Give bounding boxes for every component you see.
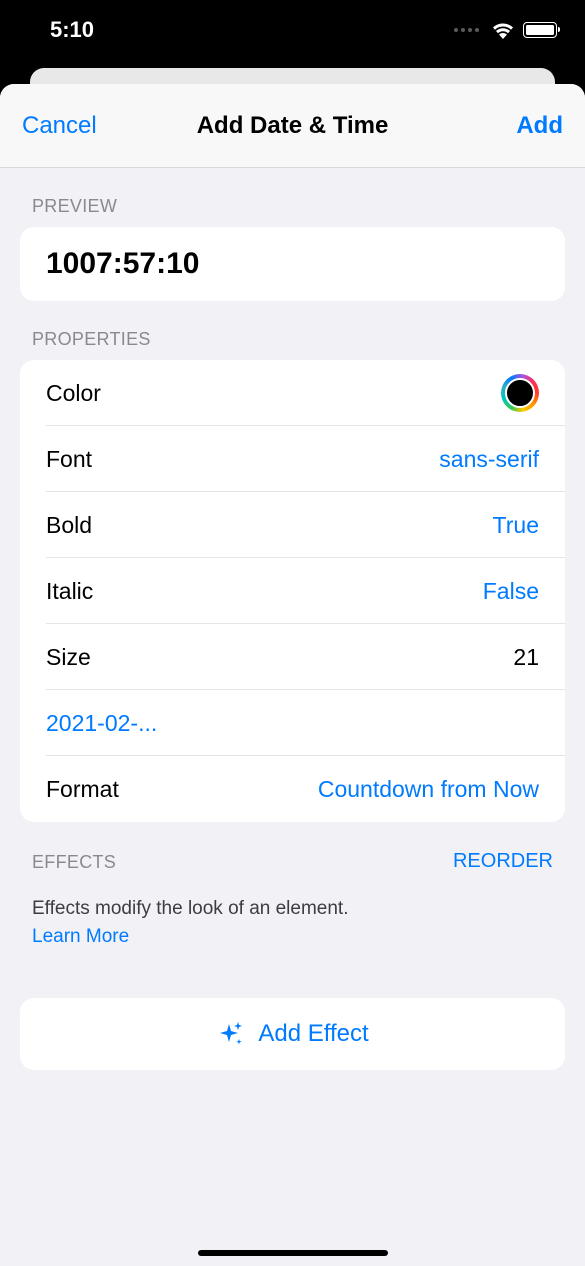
date-value: 2021-02-... [46, 710, 157, 737]
add-effect-label: Add Effect [258, 1020, 368, 1048]
bold-value: True [493, 512, 539, 539]
properties-card: Color Font sans-serif Bold True Italic F… [20, 360, 565, 822]
navigation-bar: Cancel Add Date & Time Add [0, 84, 585, 168]
home-indicator[interactable] [198, 1250, 388, 1256]
sparkle-icon [216, 1020, 244, 1048]
content-area: PREVIEW 1007:57:10 PROPERTIES Color Font… [0, 168, 585, 1070]
effects-section-header: EFFECTS REORDER [0, 822, 585, 883]
size-value: 21 [513, 644, 539, 671]
property-row-italic[interactable]: Italic False [20, 558, 565, 624]
page-title: Add Date & Time [197, 112, 389, 140]
font-label: Font [46, 446, 92, 473]
reorder-button[interactable]: REORDER [453, 850, 553, 873]
property-row-size[interactable]: Size 21 [20, 624, 565, 690]
font-value: sans-serif [439, 446, 539, 473]
battery-icon [523, 22, 557, 38]
add-effect-button[interactable]: Add Effect [20, 998, 565, 1070]
property-row-font[interactable]: Font sans-serif [20, 426, 565, 492]
format-label: Format [46, 776, 119, 803]
preview-value: 1007:57:10 [46, 247, 539, 281]
preview-section-header: PREVIEW [0, 168, 585, 227]
property-row-format[interactable]: Format Countdown from Now [20, 756, 565, 822]
italic-label: Italic [46, 578, 93, 605]
preview-card: 1007:57:10 [20, 227, 565, 301]
status-icons [454, 21, 557, 39]
preview-header-label: PREVIEW [32, 196, 117, 217]
size-label: Size [46, 644, 91, 671]
property-row-color[interactable]: Color [20, 360, 565, 426]
property-row-date[interactable]: 2021-02-... [20, 690, 565, 756]
learn-more-link[interactable]: Learn More [32, 926, 129, 947]
status-bar: 5:10 [0, 0, 585, 60]
effects-header-label: EFFECTS [32, 852, 116, 873]
italic-value: False [483, 578, 539, 605]
wifi-icon [491, 21, 515, 39]
properties-header-label: PROPERTIES [32, 329, 151, 350]
format-value: Countdown from Now [318, 776, 539, 803]
bold-label: Bold [46, 512, 92, 539]
property-row-bold[interactable]: Bold True [20, 492, 565, 558]
cancel-button[interactable]: Cancel [22, 112, 112, 140]
status-time: 5:10 [50, 17, 94, 43]
cellular-dots-icon [454, 28, 479, 32]
effects-description-block: Effects modify the look of an element. L… [0, 883, 585, 950]
modal-sheet: Cancel Add Date & Time Add PREVIEW 1007:… [0, 84, 585, 1266]
color-swatch[interactable] [501, 374, 539, 412]
properties-section-header: PROPERTIES [0, 301, 585, 360]
color-label: Color [46, 380, 101, 407]
effects-description: Effects modify the look of an element. [32, 898, 349, 919]
add-button[interactable]: Add [473, 112, 563, 140]
